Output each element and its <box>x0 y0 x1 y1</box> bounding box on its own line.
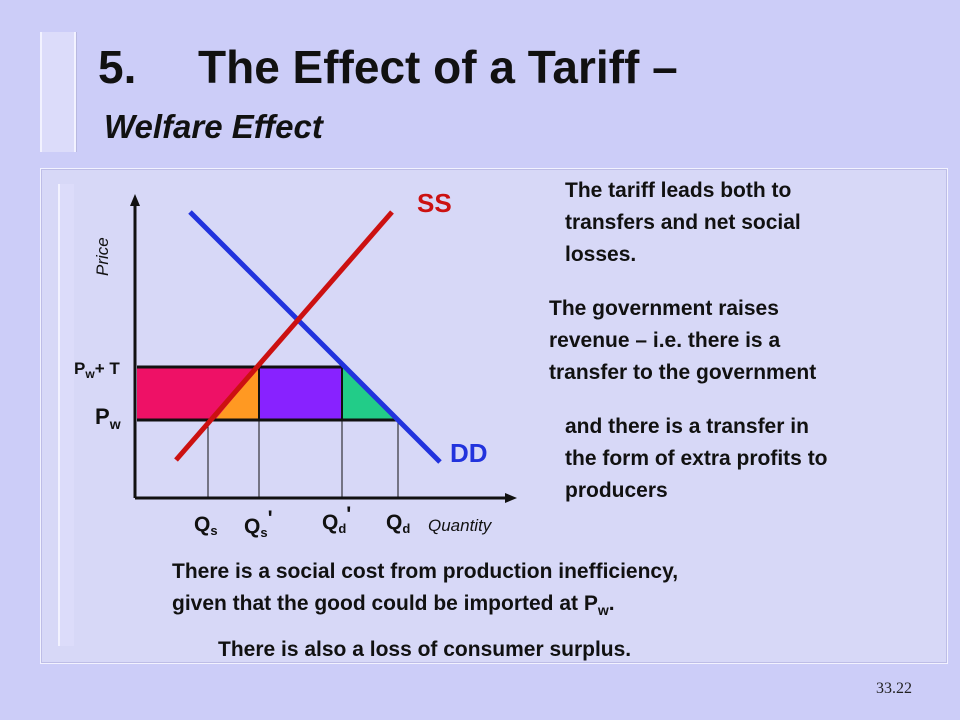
note2-line3: transfer to the government <box>549 361 817 384</box>
supply-label: SS <box>417 188 452 218</box>
note-production-inefficiency: There is a social cost from production i… <box>172 556 678 626</box>
slide-title: 5. The Effect of a Tariff – <box>98 40 678 94</box>
government-revenue-area <box>259 367 342 420</box>
qd-sub: d <box>402 521 410 536</box>
qs-prime-sub: s <box>260 525 267 540</box>
price-tariff-suffix: + T <box>95 359 121 378</box>
demand-curve <box>188 210 442 464</box>
quantity-label-qd-prime: Qd' <box>322 503 351 536</box>
bottom1-line2-period: . <box>608 592 615 615</box>
x-axis-arrow <box>505 493 517 503</box>
qs-prime-main: Q <box>244 515 260 538</box>
title-number: 5. <box>98 41 137 93</box>
note1-line3: losses. <box>565 243 637 266</box>
note3-line1: and there is a transfer in <box>565 415 809 438</box>
supply-curve <box>174 210 394 462</box>
y-axis-label: Price <box>93 237 112 276</box>
bottom1-line1: There is a social cost from production i… <box>172 560 679 583</box>
slide-subtitle: Welfare Effect <box>104 108 323 145</box>
qs-prime-mark: ' <box>268 507 273 530</box>
note2-line1: The government raises <box>549 297 779 320</box>
bottom1-line2-text: given that the good could be imported at… <box>172 592 598 615</box>
price-world-main: P <box>95 404 110 429</box>
price-tariff-main: P <box>74 359 85 378</box>
note-government-revenue: The government raises revenue – i.e. the… <box>549 293 816 389</box>
price-tariff-sub: w <box>84 367 95 381</box>
title-accent-bar <box>40 32 76 152</box>
price-world-label: Pw <box>95 404 121 432</box>
quantity-label-qs-prime: Qs' <box>244 507 273 540</box>
bottom1-line2-sub: w <box>597 602 609 619</box>
price-tariff-label: Pw+ T <box>74 359 120 381</box>
y-axis-arrow <box>130 194 140 206</box>
note-producer-transfer: and there is a transfer in the form of e… <box>565 411 828 507</box>
note3-line3: producers <box>565 479 668 502</box>
note-consumer-surplus-loss: There is also a loss of consumer surplus… <box>218 638 632 661</box>
qs-sub: s <box>210 523 217 538</box>
qd-prime-mark: ' <box>346 503 351 526</box>
page-number: 33.22 <box>876 680 912 697</box>
qd-main: Q <box>386 511 402 534</box>
price-world-sub: w <box>109 416 121 432</box>
qd-prime-sub: d <box>338 521 346 536</box>
note-transfers-losses: The tariff leads both to transfers and n… <box>565 175 801 271</box>
quantity-label-qs: Qs <box>194 513 218 538</box>
qd-prime-main: Q <box>322 511 338 534</box>
title-main: The Effect of a Tariff – <box>198 41 678 93</box>
note1-line2: transfers and net social <box>565 211 801 234</box>
x-axis-label: Quantity <box>428 516 493 535</box>
note3-line2: the form of extra profits to <box>565 447 828 470</box>
quantity-label-qd: Qd <box>386 511 410 536</box>
note1-line1: The tariff leads both to <box>565 179 792 202</box>
bottom1-line2: given that the good could be imported at… <box>172 588 678 626</box>
qs-main: Q <box>194 513 210 536</box>
panel-accent-strip <box>58 184 74 646</box>
demand-label: DD <box>450 438 488 468</box>
note2-line2: revenue – i.e. there is a <box>549 329 781 352</box>
